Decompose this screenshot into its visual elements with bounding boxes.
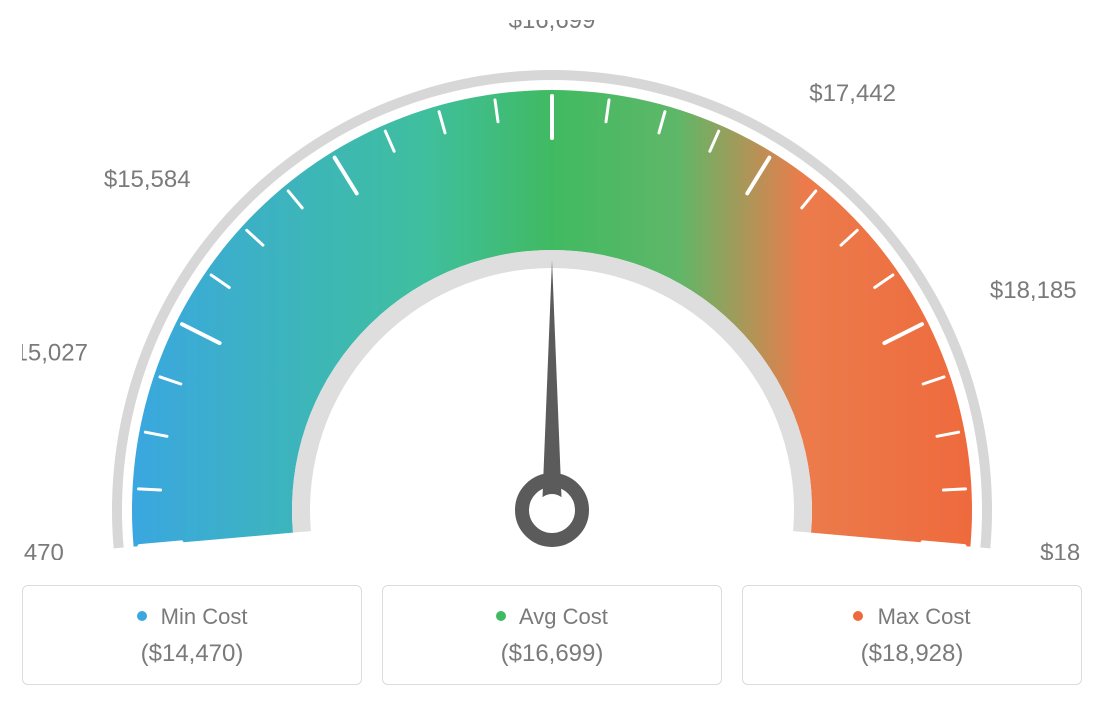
legend-card-avg: Avg Cost ($16,699): [382, 585, 722, 685]
legend-card-max: Max Cost ($18,928): [742, 585, 1082, 685]
legend-value-max: ($18,928): [753, 640, 1071, 668]
legend-value-min: ($14,470): [33, 640, 351, 668]
dot-icon-max: [853, 611, 863, 621]
dot-icon-avg: [496, 611, 506, 621]
gauge-svg: $14,470 $15,027 $15,584 $16,699 $17,442 $18,1…: [22, 20, 1082, 560]
legend-title-min-text: Min Cost: [161, 604, 248, 629]
gauge-tick-label: $16,699: [509, 20, 596, 34]
legend-row: Min Cost ($14,470) Avg Cost ($16,699) Ma…: [22, 585, 1082, 685]
legend-title-avg-text: Avg Cost: [519, 604, 608, 629]
legend-card-min: Min Cost ($14,470): [22, 585, 362, 685]
gauge-tick-label: $14,470: [22, 540, 64, 560]
gauge-tick-label: $15,584: [104, 166, 191, 193]
legend-value-avg: ($16,699): [393, 640, 711, 668]
legend-title-max: Max Cost: [753, 604, 1071, 630]
gauge-tick-label: $18,185: [990, 277, 1077, 304]
dot-icon-min: [137, 611, 147, 621]
gauge-tick-label: $18,928: [1040, 540, 1082, 560]
legend-title-max-text: Max Cost: [878, 604, 971, 629]
gauge-tick-label: $15,027: [22, 340, 88, 367]
legend-title-avg: Avg Cost: [393, 604, 711, 630]
gauge-chart: $14,470 $15,027 $15,584 $16,699 $17,442 $18,1…: [22, 20, 1082, 565]
gauge-tick-label: $17,442: [809, 80, 896, 107]
legend-title-min: Min Cost: [33, 604, 351, 630]
